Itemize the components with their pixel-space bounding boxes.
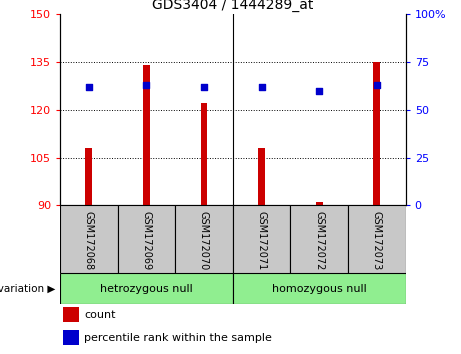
Point <box>315 88 323 93</box>
Text: GSM172069: GSM172069 <box>142 211 151 270</box>
Bar <box>348 205 406 273</box>
Text: percentile rank within the sample: percentile rank within the sample <box>84 332 272 343</box>
Point <box>200 84 207 90</box>
Bar <box>233 205 290 273</box>
Bar <box>60 273 233 304</box>
Bar <box>201 103 207 205</box>
Text: homozygous null: homozygous null <box>272 284 366 293</box>
Point <box>85 84 92 90</box>
Bar <box>143 65 150 205</box>
Bar <box>175 205 233 273</box>
Point <box>373 82 381 88</box>
Text: genotype/variation ▶: genotype/variation ▶ <box>0 284 55 293</box>
Text: GSM172073: GSM172073 <box>372 211 382 270</box>
Bar <box>290 205 348 273</box>
Bar <box>64 307 79 322</box>
Bar <box>60 205 118 273</box>
Point <box>142 82 150 88</box>
Text: GSM172068: GSM172068 <box>84 211 94 270</box>
Bar <box>85 148 92 205</box>
Text: hetrozygous null: hetrozygous null <box>100 284 193 293</box>
Text: GSM172072: GSM172072 <box>314 211 324 270</box>
Point <box>258 84 266 90</box>
Text: GSM172071: GSM172071 <box>257 211 266 270</box>
Text: GSM172070: GSM172070 <box>199 211 209 270</box>
Bar <box>64 330 79 345</box>
Title: GDS3404 / 1444289_at: GDS3404 / 1444289_at <box>152 0 313 12</box>
Bar <box>316 202 323 205</box>
Bar <box>373 62 380 205</box>
Bar <box>233 273 406 304</box>
Bar <box>258 148 265 205</box>
Bar <box>118 205 175 273</box>
Text: count: count <box>84 310 116 320</box>
